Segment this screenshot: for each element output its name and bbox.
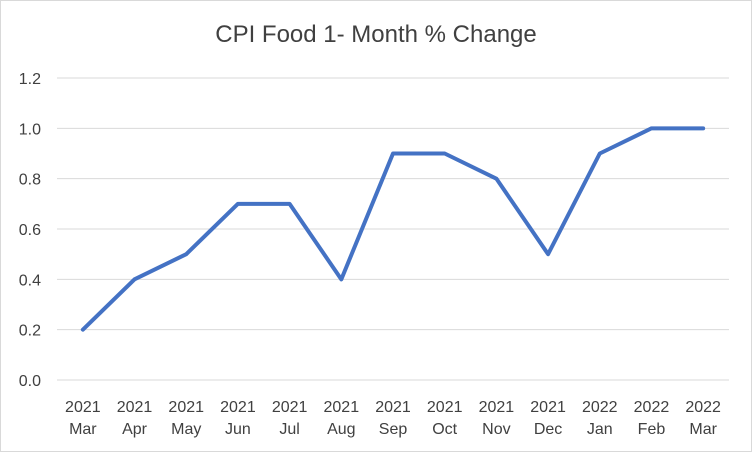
x-tick-label-month: Aug: [327, 421, 355, 438]
x-tick-label-year: 2021: [65, 399, 101, 416]
y-tick-label: 0.0: [19, 373, 41, 390]
x-tick-label-month: Apr: [122, 421, 148, 438]
y-tick-label: 1.0: [19, 121, 41, 138]
x-tick-label-month: Dec: [534, 421, 562, 438]
x-tick-label-month: Jun: [225, 421, 251, 438]
x-tick-label-month: Mar: [689, 421, 717, 438]
data-point: [288, 202, 292, 206]
y-tick-label: 0.6: [19, 222, 41, 239]
y-tick-label: 1.2: [19, 71, 41, 88]
x-tick-label-year: 2021: [220, 399, 256, 416]
x-tick-label-month: May: [171, 421, 201, 438]
data-point: [649, 126, 653, 130]
data-point: [184, 252, 188, 256]
x-tick-label-year: 2021: [117, 399, 153, 416]
data-point: [598, 152, 602, 155]
x-tick-label-year: 2021: [272, 399, 308, 416]
data-point: [701, 126, 705, 130]
x-tick-label-year: 2021: [168, 399, 204, 416]
y-tick-label: 0.2: [19, 323, 41, 340]
x-tick-label-year: 2022: [685, 399, 721, 416]
data-point: [443, 152, 447, 155]
x-tick-label-month: Feb: [638, 421, 666, 438]
x-tick-label-month: Nov: [482, 421, 510, 438]
data-point: [391, 152, 395, 155]
x-tick-label-year: 2021: [375, 399, 411, 416]
x-tick-label-month: Mar: [69, 421, 97, 438]
x-tick-label-year: 2021: [479, 399, 515, 416]
x-tick-label-month: Jul: [279, 421, 299, 438]
x-tick-label-year: 2022: [582, 399, 618, 416]
data-point: [133, 277, 137, 281]
x-tick-label-year: 2021: [324, 399, 360, 416]
data-point: [236, 202, 240, 206]
x-tick-label-year: 2021: [427, 399, 463, 416]
x-tick-label-year: 2022: [634, 399, 670, 416]
x-tick-label-month: Oct: [432, 421, 457, 438]
chart-title: CPI Food 1- Month % Change: [215, 21, 537, 48]
y-tick-label: 0.8: [19, 172, 41, 189]
x-tick-label-year: 2021: [530, 399, 566, 416]
data-point: [339, 277, 343, 281]
data-point: [546, 252, 550, 256]
x-tick-label-month: Sep: [379, 421, 408, 438]
y-tick-label: 0.4: [19, 272, 41, 289]
x-tick-label-month: Jan: [587, 421, 613, 438]
data-point: [81, 328, 85, 332]
data-point: [494, 177, 498, 181]
